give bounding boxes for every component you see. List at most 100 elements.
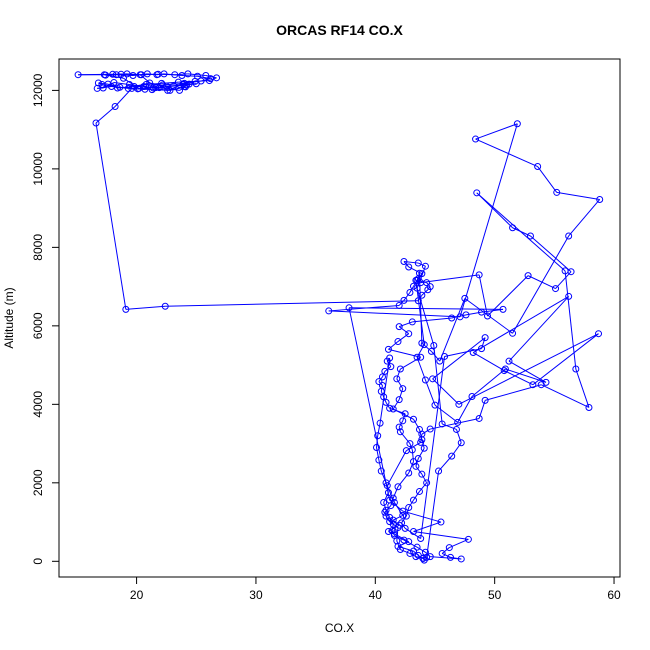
series-line-segment	[411, 449, 415, 462]
x-axis: 20 30 40 50 60	[130, 577, 621, 602]
series-line-segment	[378, 459, 382, 472]
data-point	[395, 323, 403, 331]
series-line-segment	[328, 304, 400, 312]
data-point	[572, 365, 580, 373]
chart-title: ORCAS RF14 CO.X	[276, 22, 403, 38]
y-tick-label: 2000	[31, 469, 45, 496]
series-line-segment	[530, 235, 572, 273]
data-point	[448, 452, 456, 460]
series-line-segment	[416, 546, 426, 553]
y-tick-label: 6000	[31, 312, 45, 339]
data-point	[345, 304, 353, 312]
data-point	[378, 381, 386, 389]
series-line-segment	[397, 541, 409, 547]
data-point	[180, 82, 188, 90]
series-line-segment	[200, 78, 211, 82]
data-point	[423, 553, 431, 561]
data-point	[166, 86, 174, 94]
data-point	[395, 396, 403, 404]
series-line-segment	[556, 191, 600, 200]
data-point	[405, 538, 413, 546]
series-line-segment	[403, 292, 411, 301]
series-line-segment	[418, 273, 423, 344]
series-line-segment	[475, 123, 518, 140]
series-line-segment	[153, 87, 168, 91]
series-line-segment	[476, 192, 566, 272]
data-point	[414, 551, 422, 559]
data-point	[427, 347, 435, 355]
data-point	[377, 467, 385, 475]
data-point	[136, 71, 144, 79]
series-line-segment	[464, 297, 513, 334]
data-point	[130, 82, 138, 90]
data-point	[414, 259, 422, 267]
data-point	[405, 263, 413, 271]
data-point	[448, 314, 456, 322]
series-line-segment	[396, 368, 401, 379]
data-point	[153, 71, 161, 79]
series-line-segment	[420, 434, 423, 443]
data-point	[452, 425, 460, 433]
data-point	[426, 553, 434, 561]
data-point	[406, 288, 414, 296]
data-point	[513, 120, 521, 128]
series-line-segment	[156, 73, 165, 76]
data-point	[596, 195, 604, 203]
data-point	[386, 404, 394, 412]
series-line-segment	[441, 423, 457, 430]
data-point	[400, 536, 408, 544]
series-line-segment	[413, 521, 442, 532]
series-line-segment	[408, 461, 414, 474]
data-point	[419, 555, 427, 563]
data-point	[417, 353, 425, 361]
data-point	[125, 81, 133, 89]
data-point	[159, 81, 167, 89]
data-point	[380, 498, 388, 506]
data-point	[207, 75, 215, 83]
series-line-segment	[421, 428, 431, 435]
x-axis-label: CO.X	[325, 621, 354, 635]
data-point	[537, 381, 545, 389]
data-point	[418, 291, 426, 299]
series-line-segment	[432, 337, 486, 380]
y-axis: 0 2000 4000 6000 8000 10000 12000	[31, 73, 59, 565]
series-line-segment	[575, 368, 590, 408]
data-point	[406, 440, 414, 448]
data-point	[396, 428, 404, 436]
data-point	[384, 527, 392, 535]
data-point	[481, 334, 489, 342]
data-point	[415, 269, 423, 277]
data-point	[394, 338, 402, 346]
series-line-segment	[415, 458, 419, 467]
data-point	[405, 504, 413, 512]
data-point	[424, 286, 432, 294]
series-line-segment	[456, 429, 462, 443]
data-point	[509, 224, 517, 232]
data-point	[413, 543, 421, 551]
data-point	[524, 272, 532, 280]
data-point	[390, 498, 398, 506]
y-tick-label: 0	[31, 558, 45, 565]
data-point	[454, 418, 462, 426]
series-line-segment	[424, 379, 436, 406]
data-point	[389, 405, 397, 413]
series-line-segment	[403, 261, 410, 268]
series-line-segment	[508, 360, 547, 383]
data-point	[438, 420, 446, 428]
data-point	[112, 71, 120, 79]
data-point	[170, 82, 178, 90]
series-line-segment	[418, 262, 426, 267]
series-line-segment	[409, 285, 414, 293]
data-point	[141, 85, 149, 93]
series-line-segment	[384, 505, 392, 513]
series-line-segment	[541, 384, 590, 408]
series-line-segment	[399, 321, 413, 328]
data-point	[475, 414, 483, 422]
data-point	[110, 79, 118, 87]
data-point	[406, 549, 414, 557]
data-point	[478, 308, 486, 316]
data-point	[375, 456, 383, 464]
data-point	[161, 302, 169, 310]
